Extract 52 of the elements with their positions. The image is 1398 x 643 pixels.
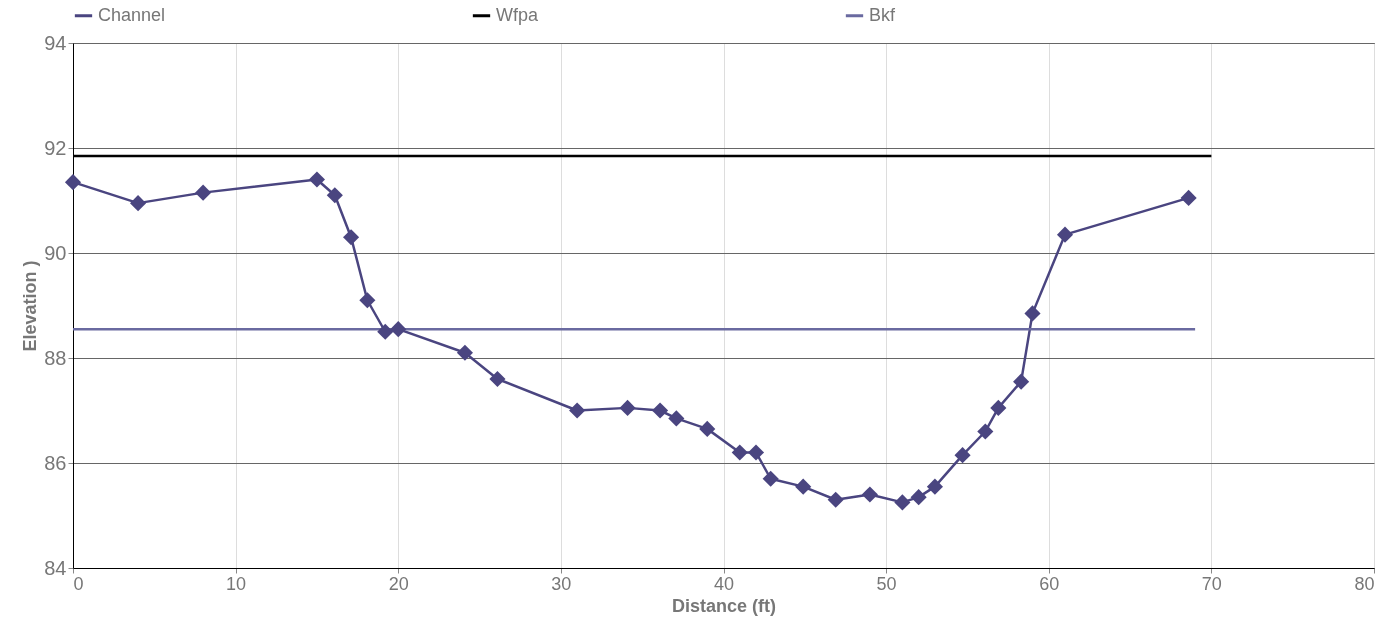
point [861, 486, 878, 503]
legend-label: Wfpa [496, 4, 539, 25]
x-axis-title: Distance (ft) [671, 595, 777, 616]
point [456, 344, 473, 361]
y-tick-label: 92 [44, 136, 67, 159]
point [195, 184, 212, 201]
x-tick-label: 20 [388, 573, 409, 594]
x-tick-label: 80 [1354, 573, 1375, 594]
point [747, 444, 765, 461]
legend-label: Bkf [869, 4, 897, 25]
point [990, 399, 1007, 416]
point [1013, 373, 1030, 390]
point [569, 402, 586, 419]
point [699, 420, 716, 437]
x-tick-label: 40 [713, 573, 735, 594]
y-axis-title: Elevation ) [20, 260, 41, 352]
legend-label: Channel [98, 4, 166, 25]
point [910, 489, 927, 506]
point [359, 292, 376, 309]
x-tick-label: 50 [876, 573, 897, 594]
y-tick-label: 94 [44, 31, 67, 54]
point [326, 187, 343, 204]
x-tick-label: 60 [1039, 573, 1060, 594]
y-tick-label: 86 [44, 451, 67, 474]
x-tick-label: 70 [1201, 573, 1222, 594]
point [954, 447, 971, 464]
point [795, 478, 812, 495]
point [1024, 305, 1041, 322]
point [926, 478, 943, 495]
x-tick-label: 30 [551, 573, 572, 594]
point [377, 323, 394, 340]
point [731, 444, 748, 461]
point [489, 370, 506, 388]
point [308, 171, 325, 188]
point [343, 229, 360, 246]
x-tick-label: 0 [73, 573, 84, 594]
point [762, 470, 779, 487]
point [977, 423, 994, 440]
point [894, 494, 911, 511]
point [827, 491, 844, 508]
x-tick-label: 10 [226, 573, 247, 594]
point [652, 402, 669, 419]
point [129, 195, 147, 212]
point [619, 399, 636, 416]
point [64, 174, 82, 191]
point [668, 410, 685, 427]
point [390, 321, 407, 338]
y-tick-label: 88 [44, 346, 67, 369]
y-tick-label: 84 [44, 556, 67, 579]
point [1180, 189, 1197, 206]
y-tick-label: 90 [44, 241, 67, 264]
point [1056, 226, 1074, 243]
